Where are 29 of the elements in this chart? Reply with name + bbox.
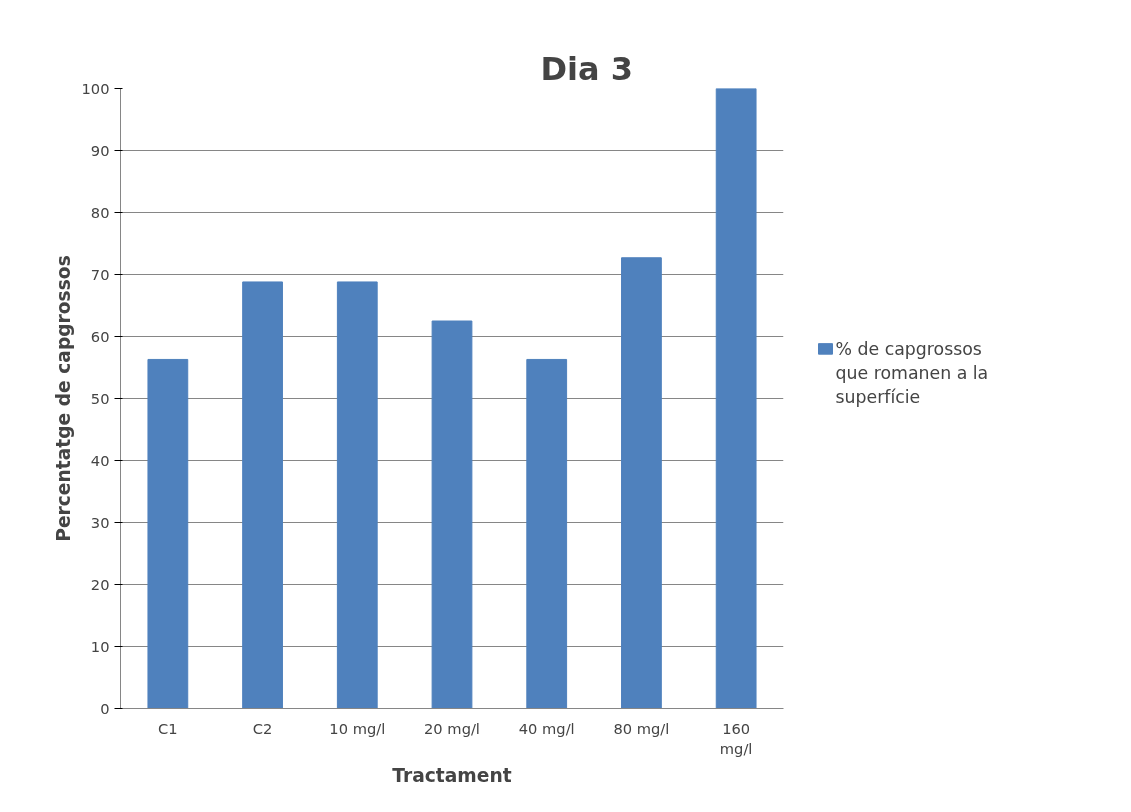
y-tick-label: 20 <box>90 575 110 593</box>
x-tick-label: C1 <box>158 719 178 737</box>
y-tick-label: 50 <box>90 389 110 407</box>
x-axis-title: Tractament <box>392 764 512 786</box>
bar <box>336 281 378 709</box>
bar <box>242 281 283 709</box>
y-tick-label: 0 <box>100 699 110 717</box>
legend-label: % de capgrossos que romanen a la superfície <box>835 338 989 407</box>
x-tick-label: 20 mg/l <box>424 719 480 737</box>
y-tick-label: 90 <box>90 141 110 159</box>
bar <box>147 358 189 709</box>
y-tick-label: 100 <box>81 79 110 97</box>
bar <box>715 88 757 709</box>
y-axis-title: Percentatge de capgrossos <box>52 255 74 542</box>
x-tick-label: 40 mg/l <box>518 719 575 737</box>
bar <box>621 257 662 709</box>
bar <box>431 320 473 709</box>
y-tick-label: 70 <box>90 265 110 283</box>
bar <box>526 358 568 709</box>
y-tick-label: 40 <box>90 451 110 469</box>
x-tick-label: 10 mg/l <box>329 719 386 737</box>
x-tick-label: 160 mg/l <box>719 719 753 757</box>
x-tick-label: 80 mg/l <box>613 719 670 737</box>
x-tick-label: C2 <box>252 719 273 737</box>
y-tick-label: 60 <box>90 327 110 345</box>
chart-title: Dia 3 <box>540 49 634 88</box>
y-tick-label: 30 <box>90 513 110 531</box>
y-tick-label: 80 <box>90 203 110 221</box>
y-tick-label: 10 <box>90 637 110 655</box>
